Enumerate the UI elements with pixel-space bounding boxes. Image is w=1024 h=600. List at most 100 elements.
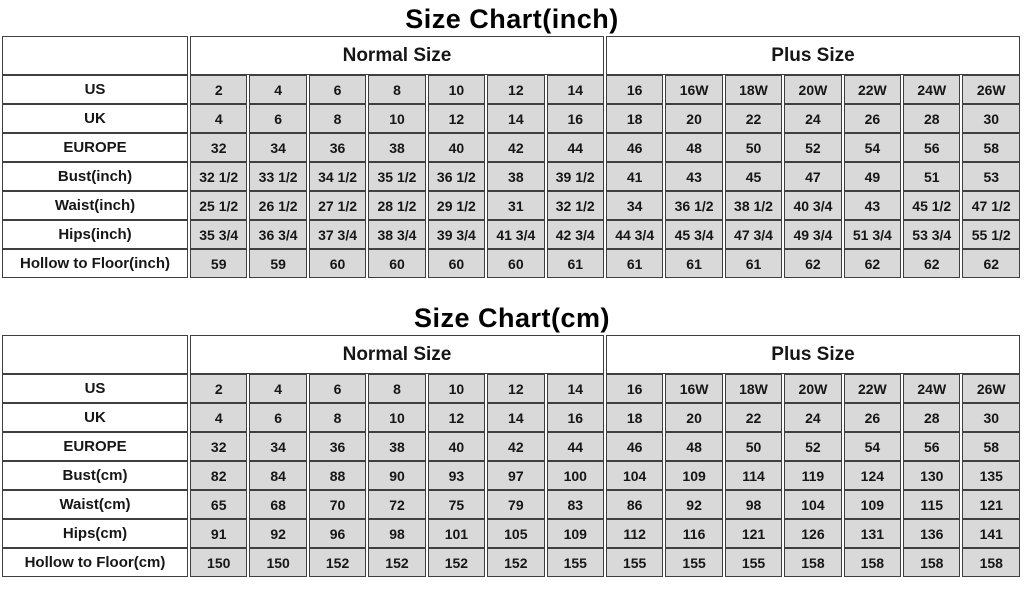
size-value-cell: 16 [546,403,604,432]
size-value-cell: 49 [843,162,902,191]
size-value-cell: 91 [190,519,248,548]
size-value-cell: 158 [903,548,961,577]
size-value-cell: 36 [308,432,367,461]
size-value-cell: 53 3/4 [903,220,961,249]
size-value-cell: 38 [368,432,426,461]
size-value-cell: 24W [903,75,961,104]
size-value-cell: 60 [487,249,545,278]
size-value-cell: 10 [368,403,426,432]
size-value-cell: 51 [903,162,961,191]
size-value-cell: 46 [605,432,664,461]
size-value-cell: 45 1/2 [903,191,961,220]
size-value-cell: 72 [368,490,426,519]
size-value-cell: 42 [487,133,545,162]
table-row: EUROPE 32 34 36 38 40 42 44 46 48 50 52 54 56 58 [2,133,1020,162]
row-label: Hips(inch) [2,220,188,249]
size-value-cell: 90 [368,461,426,490]
size-value-cell: 131 [843,519,902,548]
column-group-header: Plus Size [605,335,1020,374]
size-value-cell: 51 3/4 [843,220,902,249]
size-value-cell: 62 [784,249,842,278]
size-value-cell: 155 [605,548,664,577]
table-row: EUROPE 32 34 36 38 40 42 44 46 48 50 52 54 56 58 [2,432,1020,461]
row-label: Hollow to Floor(inch) [2,249,188,278]
size-value-cell: 14 [487,104,545,133]
size-value-cell: 98 [724,490,783,519]
size-value-cell: 68 [249,490,307,519]
size-chart-inch-table: Normal Size Plus Size US 2 4 6 8 10 12 14 16 16W 18W… [0,36,1022,278]
size-chart-cm-table: Normal Size Plus Size US 2 4 6 8 10 12 14 16 16W 18W… [0,335,1022,577]
row-label: EUROPE [2,133,188,162]
size-value-cell: 109 [843,490,902,519]
size-value-cell: 155 [724,548,783,577]
size-value-cell: 65 [190,490,248,519]
row-label: Bust(inch) [2,162,188,191]
size-value-cell: 96 [308,519,367,548]
size-value-cell: 155 [546,548,604,577]
size-value-cell: 115 [903,490,961,519]
size-value-cell: 12 [427,104,486,133]
row-label: Hollow to Floor(cm) [2,548,188,577]
size-value-cell: 24 [784,403,842,432]
size-value-cell: 70 [308,490,367,519]
size-value-cell: 27 1/2 [308,191,367,220]
size-value-cell: 150 [249,548,307,577]
size-value-cell: 92 [665,490,723,519]
size-value-cell: 158 [843,548,902,577]
size-value-cell: 4 [249,374,307,403]
table-row: US 2 4 6 8 10 12 14 16 16W 18W 20W 22W 24W 26W [2,75,1020,104]
size-value-cell: 12 [487,374,545,403]
size-value-cell: 40 [427,432,486,461]
table-row: US 2 4 6 8 10 12 14 16 16W 18W 20W 22W 24W 26W [2,374,1020,403]
size-value-cell: 62 [843,249,902,278]
size-value-cell: 109 [546,519,604,548]
size-value-cell: 56 [903,133,961,162]
size-chart-inch-title: Size Chart(inch) [405,4,619,34]
size-value-cell: 36 1/2 [665,191,723,220]
size-value-cell: 60 [308,249,367,278]
size-value-cell: 36 [308,133,367,162]
column-group-row: Normal Size Plus Size [2,36,1020,75]
size-value-cell: 31 [487,191,545,220]
size-value-cell: 10 [427,75,486,104]
corner-spacer-cell [2,36,188,75]
size-value-cell: 2 [190,75,248,104]
table-row: Bust(cm) 82 84 88 90 93 97 100 104 109 114 119 124 13… [2,461,1020,490]
size-value-cell: 32 1/2 [190,162,248,191]
size-value-cell: 124 [843,461,902,490]
size-value-cell: 119 [784,461,842,490]
size-value-cell: 45 3/4 [665,220,723,249]
size-value-cell: 42 3/4 [546,220,604,249]
table-row: UK 4 6 8 10 12 14 16 18 20 22 24 26 28 30 [2,403,1020,432]
size-value-cell: 42 [487,432,545,461]
size-value-cell: 44 [546,432,604,461]
size-value-cell: 22 [724,403,783,432]
size-value-cell: 100 [546,461,604,490]
size-value-cell: 83 [546,490,604,519]
size-value-cell: 22 [724,104,783,133]
size-value-cell: 29 1/2 [427,191,486,220]
size-value-cell: 52 [784,432,842,461]
size-value-cell: 35 1/2 [368,162,426,191]
size-value-cell: 60 [427,249,486,278]
size-value-cell: 30 [962,104,1020,133]
size-value-cell: 20W [784,75,842,104]
size-value-cell: 43 [843,191,902,220]
size-value-cell: 20W [784,374,842,403]
size-value-cell: 126 [784,519,842,548]
size-value-cell: 155 [665,548,723,577]
size-value-cell: 18W [724,374,783,403]
size-value-cell: 105 [487,519,545,548]
size-value-cell: 88 [308,461,367,490]
size-value-cell: 8 [368,374,426,403]
size-value-cell: 10 [368,104,426,133]
size-value-cell: 8 [368,75,426,104]
size-value-cell: 92 [249,519,307,548]
size-value-cell: 26W [962,75,1020,104]
size-value-cell: 22W [843,75,902,104]
size-value-cell: 82 [190,461,248,490]
size-value-cell: 56 [903,432,961,461]
size-value-cell: 44 [546,133,604,162]
size-value-cell: 28 [903,104,961,133]
size-value-cell: 32 [190,133,248,162]
